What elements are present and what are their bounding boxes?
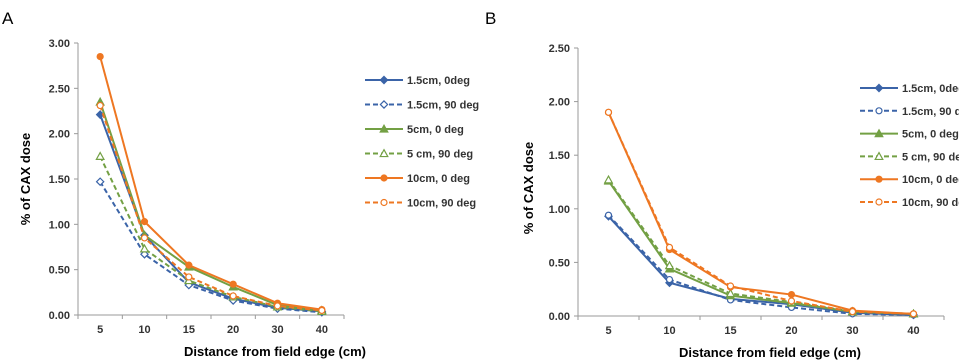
panel-a-legend-label-5: 10cm, 0 deg <box>407 173 470 185</box>
panel-b-series-4-point <box>603 174 614 184</box>
panel-a-series-line-6 <box>99 105 322 312</box>
panel-a-legend-label-4: 5 cm, 90 deg <box>407 149 473 161</box>
panel-b-y-tick-label: 1.50 <box>549 150 570 162</box>
panel-a-legend-marker-1 <box>379 75 389 85</box>
panel-a-series-4-point <box>95 151 105 160</box>
panel-a-y-tick-label: 0.50 <box>49 265 70 277</box>
panel-b-legend-marker-3 <box>874 128 884 138</box>
panel-b-series-line-2 <box>607 214 914 316</box>
panel-a-legend-marker-6 <box>380 198 388 207</box>
panel-b-legend-label-5: 10cm, 0 deg <box>902 174 959 186</box>
panel-a-legend-marker-5 <box>380 174 388 182</box>
panel-a-legend-label-1: 1.5cm, 0deg <box>407 75 470 87</box>
panel-a-series-5-point <box>185 261 193 269</box>
panel-b-series-2-point <box>665 275 674 284</box>
panel-a-series-6-point <box>96 101 104 110</box>
panel-b-x-axis-title: Distance from field edge (cm) <box>679 345 861 360</box>
panel-a-x-tick-label: 40 <box>316 324 328 336</box>
panel-b-legend-label-2: 1.5cm, 90 deg <box>902 106 959 118</box>
panel-a-letter: A <box>2 9 14 28</box>
panel-b-series-4-point <box>725 288 736 298</box>
panel-b-y-axis-title: % of CAX dose <box>521 142 536 234</box>
panel-b-legend-label-4: 5 cm, 90 deg <box>902 151 959 163</box>
panel-a-x-axis-title: Distance from field edge (cm) <box>184 344 366 359</box>
panel-b-series-line-1 <box>607 215 914 316</box>
panel-b-series-6-point <box>848 308 857 316</box>
panel-b-x-tick-label: 5 <box>605 325 611 337</box>
panel-a-legend-marker-2 <box>379 100 389 109</box>
panel-a-y-tick-label: 2.50 <box>49 83 70 95</box>
panel-a-y-tick-label: 1.50 <box>49 174 70 186</box>
panel-a-series-line-1 <box>99 114 322 313</box>
panel-b-series-6-point <box>665 243 674 251</box>
panel-a-series-6-point <box>229 292 237 300</box>
panel-b-x-tick-label: 30 <box>846 325 858 337</box>
panel-b-letter: B <box>485 9 496 28</box>
panel-a-x-tick-label: 5 <box>97 324 103 336</box>
panel-a-y-axis-title: % of CAX dose <box>18 133 33 225</box>
panel-a-legend-label-6: 10cm, 90 deg <box>407 198 476 210</box>
panel-a-y-tick-label: 1.00 <box>49 219 70 231</box>
panel-a-series-6-point <box>318 306 326 315</box>
panel-b-legend-marker-5 <box>875 175 883 183</box>
panel-b-x-tick-label: 15 <box>724 325 736 337</box>
panel-b-series-6-point <box>909 310 918 318</box>
panel-a-series-line-5 <box>99 56 322 311</box>
panel-b-series-6-point <box>787 297 796 305</box>
panel-a-x-tick-label: 10 <box>138 324 150 336</box>
panel-a-series-4-point <box>139 243 150 253</box>
panel-a-series-6-point <box>185 273 193 281</box>
panel-b-y-tick-label: 2.50 <box>549 43 570 55</box>
panel-a-series-line-2 <box>99 181 322 314</box>
panel-a-y-tick-label: 2.00 <box>49 129 70 141</box>
panel-a-y-tick-label: 0.00 <box>49 310 70 322</box>
panel-a-y-tick-label: 3.00 <box>49 38 70 50</box>
panel-b-y-tick-label: 0.00 <box>549 311 570 323</box>
panel-b-y-tick-label: 1.00 <box>549 204 570 216</box>
panel-b-series-5-point <box>787 290 796 299</box>
panel-a-x-tick-label: 30 <box>271 324 283 336</box>
panel-b-x-tick-label: 10 <box>663 325 675 337</box>
panel-a-legend-label-2: 1.5cm, 90 deg <box>407 100 479 112</box>
panel-b-legend-marker-6 <box>875 198 883 206</box>
panel-b-legend-label-6: 10cm, 90 deg <box>902 197 959 209</box>
panel-b-legend-marker-4 <box>874 151 884 161</box>
panel-a-series-6-point <box>140 234 149 242</box>
panel-b-legend-label-1: 1.5cm, 0deg <box>902 83 959 95</box>
panel-b-legend-marker-1 <box>874 83 884 93</box>
panel-b-legend-label-3: 5cm, 0 deg <box>902 129 959 141</box>
panel-a-legend-marker-3 <box>379 123 389 133</box>
panel-b-series-line-5 <box>607 111 914 315</box>
panel-b-x-tick-label: 40 <box>907 325 919 337</box>
panel-b-series-4-point <box>664 260 675 270</box>
panel-a-x-tick-label: 20 <box>227 324 239 336</box>
panel-b-series-line-6 <box>607 111 914 315</box>
panel-a-legend-marker-4 <box>379 148 389 158</box>
panel-a-series-5-point <box>229 280 237 288</box>
panel-b-series-2-point <box>604 211 613 219</box>
panel-a-x-tick-label: 15 <box>183 324 195 336</box>
panel-a-series-6-point <box>273 302 282 310</box>
panel-b-series-6-point <box>604 108 613 116</box>
panel-b-series-6-point <box>726 282 735 290</box>
panel-b-y-tick-label: 2.00 <box>549 97 570 109</box>
panel-b-x-tick-label: 20 <box>785 325 797 337</box>
panel-b-legend-marker-2 <box>875 107 883 115</box>
panel-a-legend-label-3: 5cm, 0 deg <box>407 124 464 136</box>
panel-a-series-5-point <box>96 52 104 61</box>
panel-a-series-2-point <box>95 177 105 187</box>
panel-a-series-5-point <box>140 218 149 226</box>
panel-b-y-tick-label: 0.50 <box>549 257 570 269</box>
